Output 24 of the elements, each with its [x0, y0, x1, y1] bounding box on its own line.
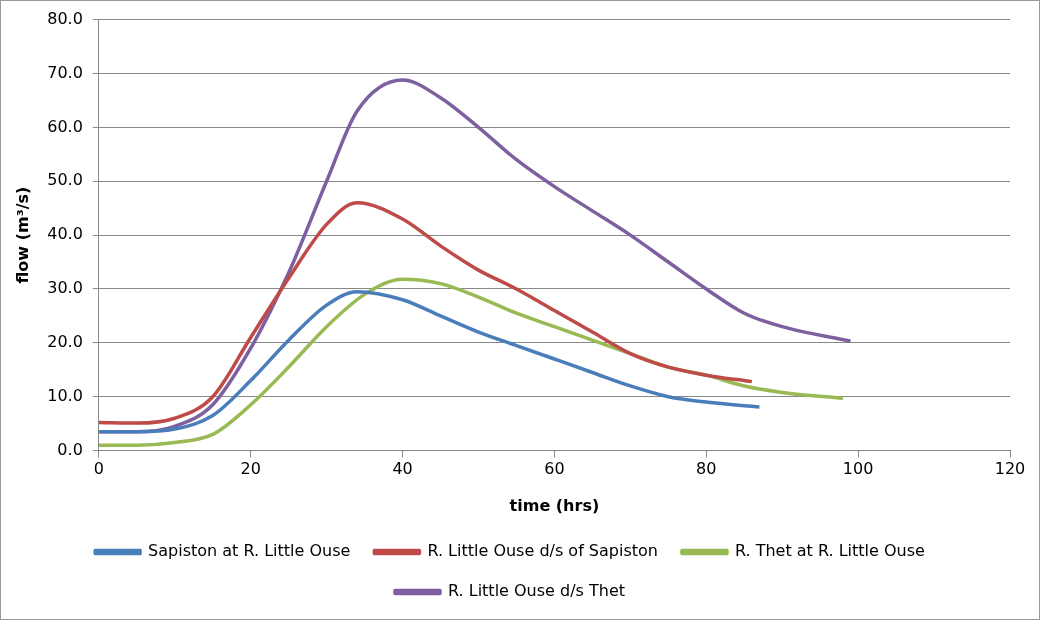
y-tick-label: 70.0: [47, 62, 83, 82]
x-tick-label: 80: [696, 459, 717, 479]
y-tick-label: 20.0: [47, 332, 83, 352]
x-tick-label: 0: [93, 459, 104, 479]
legend-label: Sapiston at R. Little Ouse: [148, 541, 351, 561]
x-tick-label: 120: [994, 459, 1026, 479]
x-tick-label: 20: [240, 459, 261, 479]
x-axis-title: time (hrs): [509, 495, 600, 515]
y-tick-label: 0.0: [57, 439, 83, 459]
y-tick-label: 80.0: [47, 8, 83, 28]
legend-label: R. Little Ouse d/s Thet: [448, 581, 625, 601]
y-tick-label: 40.0: [47, 224, 83, 244]
y-tick-label: 10.0: [47, 385, 83, 405]
x-tick-label: 60: [544, 459, 565, 479]
x-tick-label: 40: [392, 459, 413, 479]
y-tick-label: 50.0: [47, 170, 83, 190]
y-tick-label: 30.0: [47, 278, 83, 298]
legend-label: R. Little Ouse d/s of Sapiston: [427, 541, 658, 561]
y-axis-title: flow (m³/s): [12, 186, 32, 284]
y-tick-label: 60.0: [47, 116, 83, 136]
legend-label: R. Thet at R. Little Ouse: [734, 541, 925, 561]
line-series: [98, 201, 754, 425]
line-series: [98, 289, 762, 434]
x-tick-label: 100: [842, 459, 874, 479]
